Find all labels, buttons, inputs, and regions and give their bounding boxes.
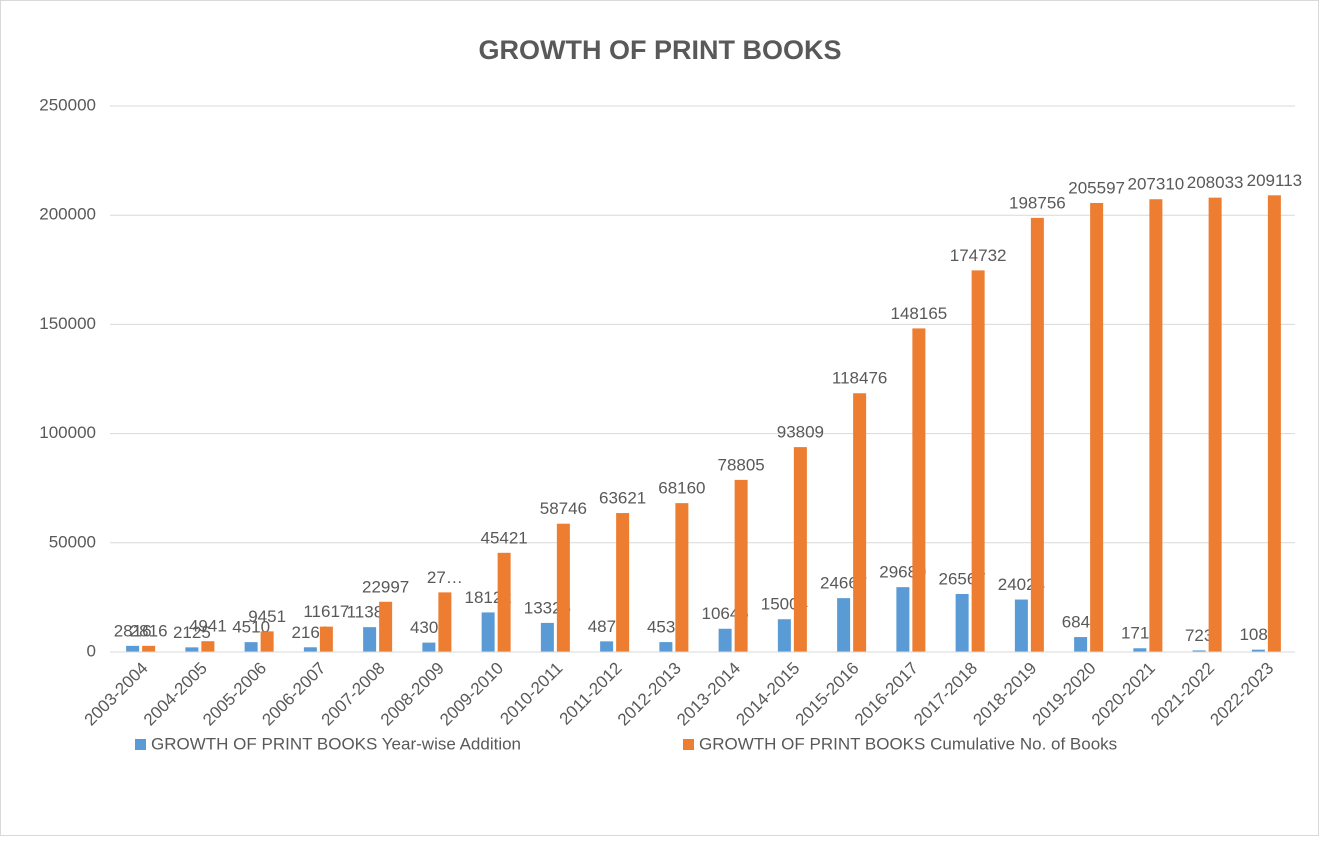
y-tick-label: 100000 (39, 423, 96, 442)
bar (260, 631, 274, 652)
bar (142, 645, 156, 652)
bar (1251, 649, 1265, 652)
bar (1133, 648, 1147, 652)
data-label: 2816 (130, 621, 168, 640)
data-label: 4875 (588, 617, 626, 636)
data-label: 27… (427, 568, 463, 587)
data-label: 6841 (1062, 613, 1100, 632)
bar (422, 642, 436, 652)
bar (955, 593, 969, 652)
bar (896, 587, 910, 652)
bar (793, 447, 807, 652)
bar (734, 479, 748, 652)
bar (201, 641, 215, 652)
data-label: 58746 (540, 499, 587, 518)
bar (912, 328, 926, 652)
bar (1267, 195, 1281, 652)
data-label: 9451 (248, 607, 286, 626)
data-label: 2166 (291, 623, 329, 642)
bar (616, 513, 630, 652)
bar (718, 628, 732, 652)
y-tick-label: 50000 (49, 532, 96, 551)
y-tick-label: 0 (87, 641, 96, 660)
data-label: 209113 (1247, 171, 1302, 190)
data-label: 93809 (777, 423, 824, 442)
legend-label: GROWTH OF PRINT BOOKS Cumulative No. of … (699, 734, 1117, 753)
bar (600, 641, 614, 652)
data-label: 1713 (1121, 624, 1159, 643)
bar (1030, 217, 1044, 652)
data-label: 148165 (891, 304, 948, 323)
data-label: 22997 (362, 577, 409, 596)
bar (675, 503, 689, 652)
bar (481, 612, 495, 652)
data-label: 198756 (1009, 193, 1066, 212)
data-label: 78805 (717, 455, 764, 474)
bar (438, 592, 452, 652)
chart-title: GROWTH OF PRINT BOOKS (479, 35, 842, 65)
legend-swatch (683, 739, 694, 750)
data-label: 68160 (658, 479, 705, 498)
bar (379, 601, 393, 652)
data-label: 4510 (232, 618, 270, 637)
bar (853, 393, 867, 652)
bar (777, 619, 791, 652)
y-tick-label: 150000 (39, 314, 96, 333)
data-label: 207310 (1128, 175, 1185, 194)
data-label: 174732 (950, 246, 1007, 265)
y-tick-label: 250000 (39, 95, 96, 114)
bar (497, 552, 511, 652)
bar (1192, 650, 1206, 652)
bar (1208, 197, 1222, 652)
bar (363, 627, 377, 652)
bar (540, 622, 554, 652)
bar (185, 647, 199, 652)
data-label: 45421 (480, 528, 527, 547)
data-label: 118476 (832, 369, 887, 388)
bar (319, 626, 333, 652)
bar (971, 270, 985, 652)
data-label: 1080 (1239, 625, 1277, 644)
data-label: 4539 (647, 618, 685, 637)
bar (659, 642, 673, 652)
data-label: 2816 (114, 621, 152, 640)
legend-label: GROWTH OF PRINT BOOKS Year-wise Addition (151, 734, 521, 753)
bar (303, 647, 317, 652)
data-label: 723 (1185, 626, 1213, 645)
bar (556, 523, 570, 652)
data-label: 4941 (189, 617, 227, 636)
data-label: 63621 (599, 489, 646, 508)
data-label: 2125 (173, 623, 211, 642)
y-tick-label: 200000 (39, 205, 96, 224)
data-label: 11617 (303, 602, 349, 621)
data-label: 205597 (1068, 178, 1125, 197)
legend-swatch (135, 739, 146, 750)
bar (837, 598, 851, 652)
bar (1149, 199, 1163, 652)
bar (126, 645, 140, 652)
bar (1014, 599, 1028, 652)
bar (1090, 202, 1104, 653)
data-label: 208033 (1187, 173, 1244, 192)
bar (1074, 637, 1088, 652)
data-label: 4302 (410, 618, 448, 637)
bar (244, 642, 258, 652)
